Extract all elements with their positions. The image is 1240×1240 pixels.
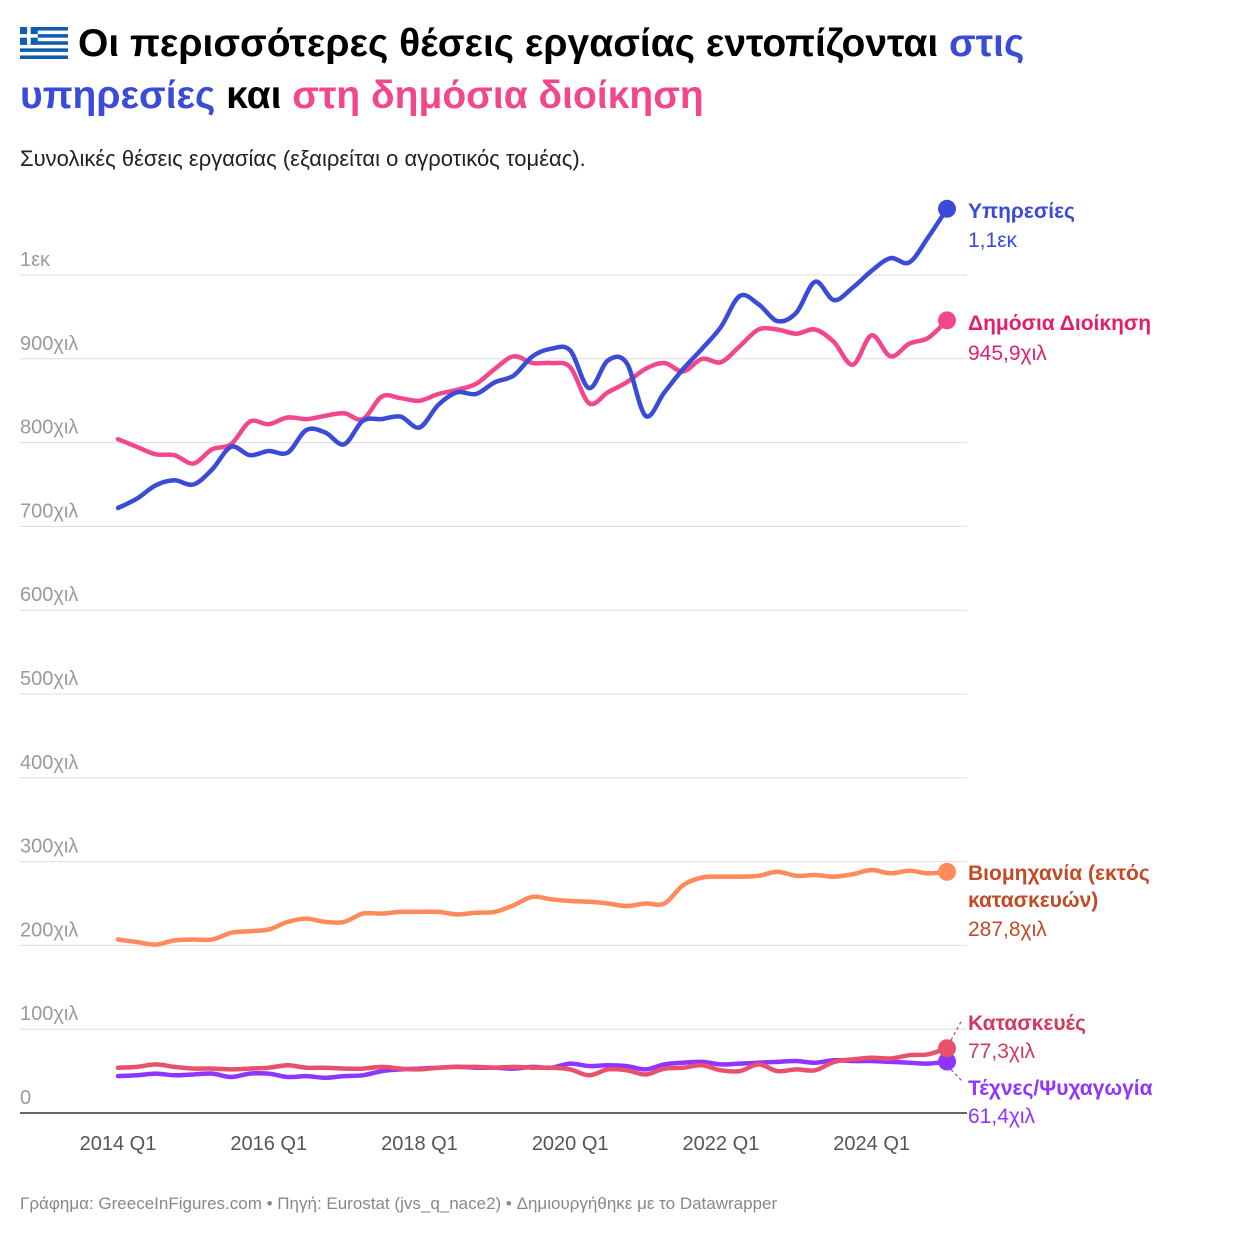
series-line [115,206,950,511]
x-tick-label: 2020 Q1 [532,1133,609,1155]
x-tick-label: 2024 Q1 [833,1133,910,1155]
series-end-value: 61,4χιλ [968,1105,1036,1128]
y-tick-label: 400χιλ [20,752,78,774]
y-tick-label: 900χιλ [20,333,78,355]
series-line [115,318,950,466]
y-tick-label: 1εκ [20,249,51,271]
series-end-dot [938,199,956,218]
series-label: Βιομηχανία (εκτός κατασκευών) [968,862,1150,912]
series-end-value: 945,9χιλ [968,342,1047,365]
series-label: Δημόσια Διοίκηση [968,312,1151,335]
series-end-value: 77,3χιλ [968,1040,1036,1063]
series-end-dot [938,862,956,881]
y-tick-label: 700χιλ [20,500,78,522]
series-end-dot [938,311,956,330]
footer-credits: Γράφημα: GreeceInFigures.com • Πηγή: Eur… [20,1194,778,1213]
y-tick-label: 600χιλ [20,584,78,606]
y-tick-label: 0 [20,1087,31,1109]
title-part-public-admin: στη δημόσια διοίκηση [292,74,704,117]
chart-subtitle: Συνολικές θέσεις εργασίας (εξαιρείται ο … [20,146,586,171]
x-tick-label: 2022 Q1 [683,1133,760,1155]
x-tick-label: 2016 Q1 [230,1133,307,1155]
label-connector [950,1069,963,1082]
label-connector [950,1019,963,1041]
line-chart: 0 100χιλ 200χιλ 300χιλ 400χιλ 500χιλ 600χιλ 700… [20,199,1153,1155]
title-part-services: στις υπηρεσίες [20,22,1025,117]
series-end-value: 1,1εκ [968,229,1018,252]
series-line [115,867,950,947]
title-part-1: Οι περισσότερες θέσεις εργασίας εντοπίζο… [78,22,939,65]
greece-flag-icon [20,27,68,59]
x-tick-label: 2014 Q1 [80,1133,157,1155]
y-tick-label: 800χιλ [20,417,78,439]
series-end-dot [938,1039,956,1058]
series-line [115,1045,950,1078]
series-label: Υπηρεσίες [968,200,1075,223]
y-tick-label: 500χιλ [20,668,78,690]
series-end-value: 287,8χιλ [968,918,1047,941]
chart-title: Οι περισσότερες θέσεις εργασίας εντοπίζο… [20,18,1220,122]
series-label: Κατασκευές [968,1012,1086,1035]
x-tick-label: 2018 Q1 [381,1133,458,1155]
series-end-dot [938,1052,956,1071]
series-label: Τέχνες/Ψυχαγωγία [968,1077,1153,1100]
y-tick-label: 200χιλ [20,919,78,941]
title-part-and: και [226,74,282,117]
y-tick-label: 100χιλ [20,1003,78,1025]
y-tick-label: 300χιλ [20,836,78,858]
